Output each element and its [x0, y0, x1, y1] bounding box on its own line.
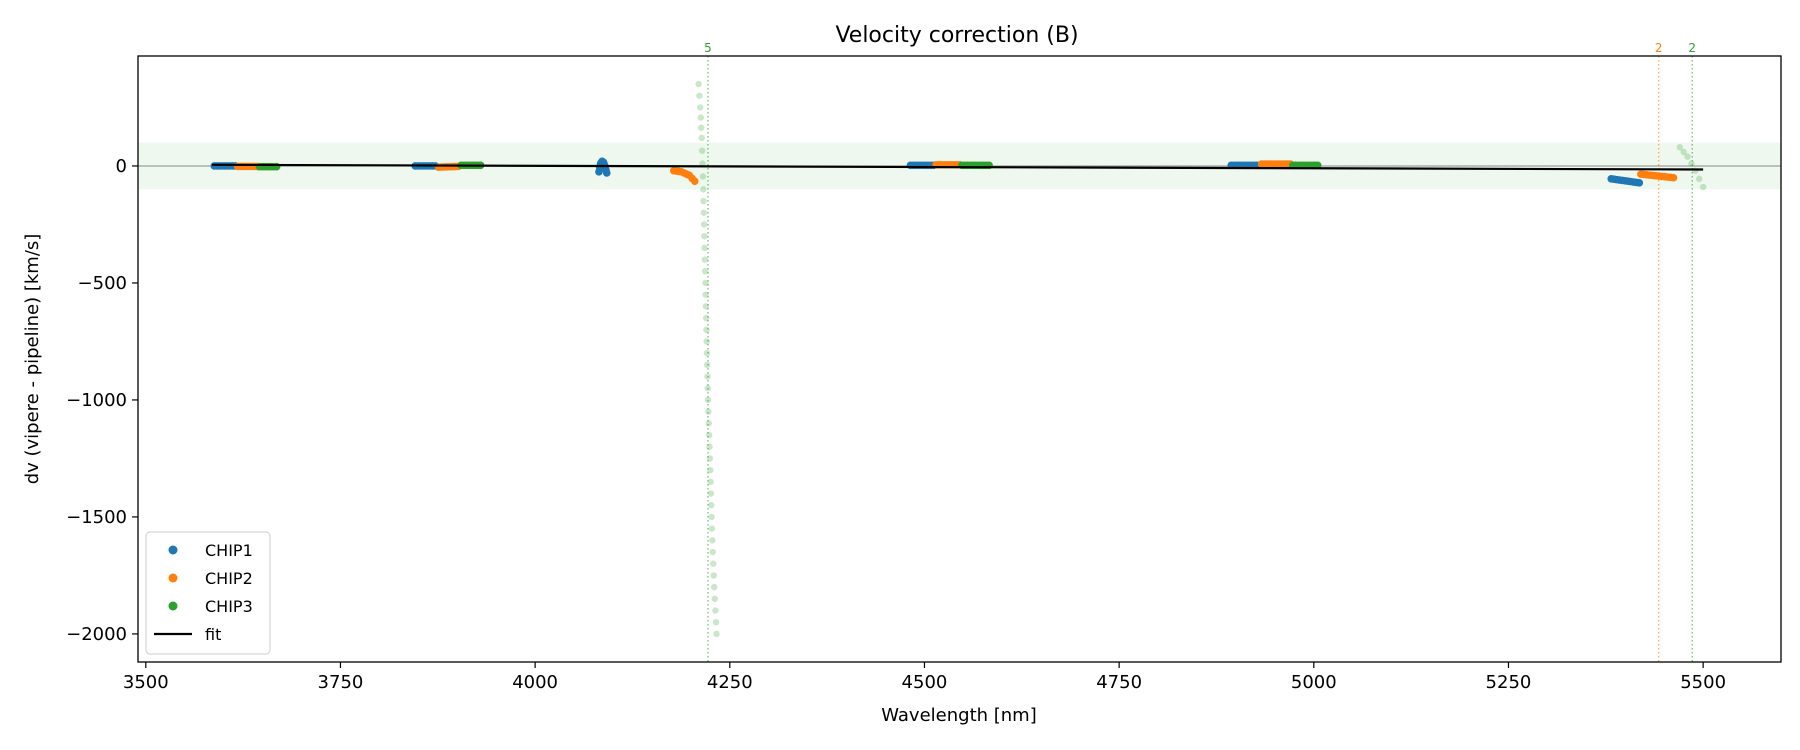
- x-tick-label: 3750: [318, 672, 364, 693]
- legend-label-chip1: CHIP1: [205, 541, 253, 560]
- x-tick-label: 4750: [1096, 672, 1142, 693]
- outlier-point-chip3: [699, 160, 706, 167]
- outlier-point-chip3: [712, 619, 720, 626]
- legend-label-chip3: CHIP3: [205, 597, 253, 616]
- outlier-point-chip3: [1699, 183, 1707, 191]
- legend-marker-chip2: [168, 573, 178, 583]
- outlier-point-chip3: [701, 232, 708, 240]
- data-points: [210, 80, 1707, 638]
- x-tick-label: 5000: [1291, 672, 1337, 693]
- chart-title: Velocity correction (B): [835, 23, 1078, 48]
- x-tick-label: 4500: [902, 672, 948, 693]
- outlier-point-chip3: [711, 595, 719, 603]
- outlier-point-chip3: [713, 630, 720, 638]
- outlier-point-chip3: [701, 256, 709, 263]
- fit-line-path: [211, 163, 1704, 171]
- outlier-point-chip3: [1684, 153, 1691, 160]
- x-axis-label: Wavelength [nm]: [881, 705, 1037, 726]
- legend-marker-chip3: [168, 601, 178, 611]
- x-tick-label: 4250: [707, 672, 753, 693]
- outlier-count-label-0: 5: [704, 41, 712, 55]
- outlier-point-chip3: [708, 525, 716, 532]
- outlier-point-chip3: [709, 537, 716, 544]
- outlier-point-chip3: [707, 478, 714, 486]
- outlier-point-chip3: [708, 513, 715, 521]
- x-axis-ticks: 3500 3750 4000 4250 4500 4750 5000 5250 5500: [123, 662, 1726, 693]
- legend-marker-chip1: [168, 545, 178, 555]
- outlier-markers: 5 2 2: [704, 41, 1696, 662]
- outlier-point-chip3: [699, 173, 707, 180]
- y-tick-label: −1500: [66, 507, 127, 528]
- outlier-count-label-2: 2: [1688, 41, 1696, 55]
- y-axis-ticks: 0 −500 −1000 −1500 −2000: [66, 156, 138, 645]
- outlier-point-chip3: [700, 209, 708, 216]
- outlier-point-chip3: [704, 396, 712, 404]
- outlier-point-chip3: [707, 490, 715, 497]
- outlier-point-chip3: [702, 279, 709, 287]
- fit-line: [211, 163, 1704, 171]
- outlier-point-chip3: [700, 186, 707, 193]
- outlier-point-chip3: [698, 147, 706, 154]
- x-tick-label: 3500: [123, 672, 169, 693]
- outlier-point-chip3: [700, 221, 708, 228]
- outlier-point-chip3: [711, 583, 718, 591]
- legend-label-chip2: CHIP2: [205, 569, 253, 588]
- outlier-point-chip3: [1696, 175, 1703, 183]
- outlier-point-chip3: [697, 104, 704, 111]
- y-axis-label: dv (vipere - pipeline) [km/s]: [22, 234, 43, 485]
- x-tick-label: 5250: [1486, 672, 1532, 693]
- y-tick-label: 0: [116, 156, 127, 177]
- outlier-point-chip3: [703, 349, 711, 357]
- outlier-point-chip3: [706, 455, 714, 462]
- outlier-point-chip3: [702, 291, 709, 298]
- outlier-point-chip3: [701, 268, 709, 275]
- x-tick-label: 4000: [512, 672, 558, 693]
- outlier-point-chip3: [707, 466, 714, 474]
- outlier-point-chip3: [700, 197, 707, 205]
- outlier-point-chip3: [1676, 144, 1683, 151]
- outlier-point-chip3: [701, 244, 708, 252]
- outlier-point-chip3: [710, 572, 717, 579]
- y-tick-label: −1000: [66, 390, 127, 411]
- outlier-point-chip3: [712, 607, 719, 614]
- outlier-point-chip3: [702, 303, 710, 310]
- data-point-chip1: [1635, 179, 1644, 187]
- outlier-point-chip3: [706, 443, 713, 450]
- outlier-point-chip3: [708, 502, 715, 509]
- outlier-point-chip3: [705, 420, 712, 427]
- outlier-point-chip3: [704, 373, 711, 380]
- outlier-point-chip3: [1688, 160, 1695, 167]
- outlier-point-chip3: [696, 92, 703, 99]
- data-point-chip1: [602, 169, 611, 177]
- outlier-point-chip3: [697, 114, 704, 121]
- data-point-chip2: [1669, 173, 1678, 182]
- data-point-chip2: [690, 177, 699, 185]
- y-tick-label: −2000: [66, 624, 127, 645]
- outlier-point-chip3: [710, 560, 717, 567]
- outlier-point-chip3: [705, 408, 712, 415]
- outlier-point-chip3: [703, 326, 710, 333]
- outlier-point-chip3: [703, 338, 710, 345]
- outlier-point-chip3: [705, 431, 713, 439]
- outlier-point-chip3: [698, 134, 705, 142]
- legend: CHIP1 CHIP2 CHIP3 fit: [145, 531, 271, 655]
- outlier-count-label-1: 2: [1655, 41, 1663, 55]
- plot-frame: [137, 55, 1782, 663]
- outlier-point-chip3: [704, 361, 711, 369]
- outlier-point-chip3: [698, 124, 705, 131]
- outlier-point-chip3: [704, 385, 711, 392]
- legend-box: [145, 531, 271, 655]
- outlier-point-chip3: [702, 314, 710, 322]
- outlier-point-chip3: [695, 80, 702, 88]
- outlier-point-chip3: [709, 548, 717, 556]
- y-tick-label: −500: [78, 273, 127, 294]
- legend-label-fit: fit: [205, 625, 221, 644]
- outlier-point-chip3: [1680, 148, 1687, 156]
- x-tick-label: 5500: [1680, 672, 1726, 693]
